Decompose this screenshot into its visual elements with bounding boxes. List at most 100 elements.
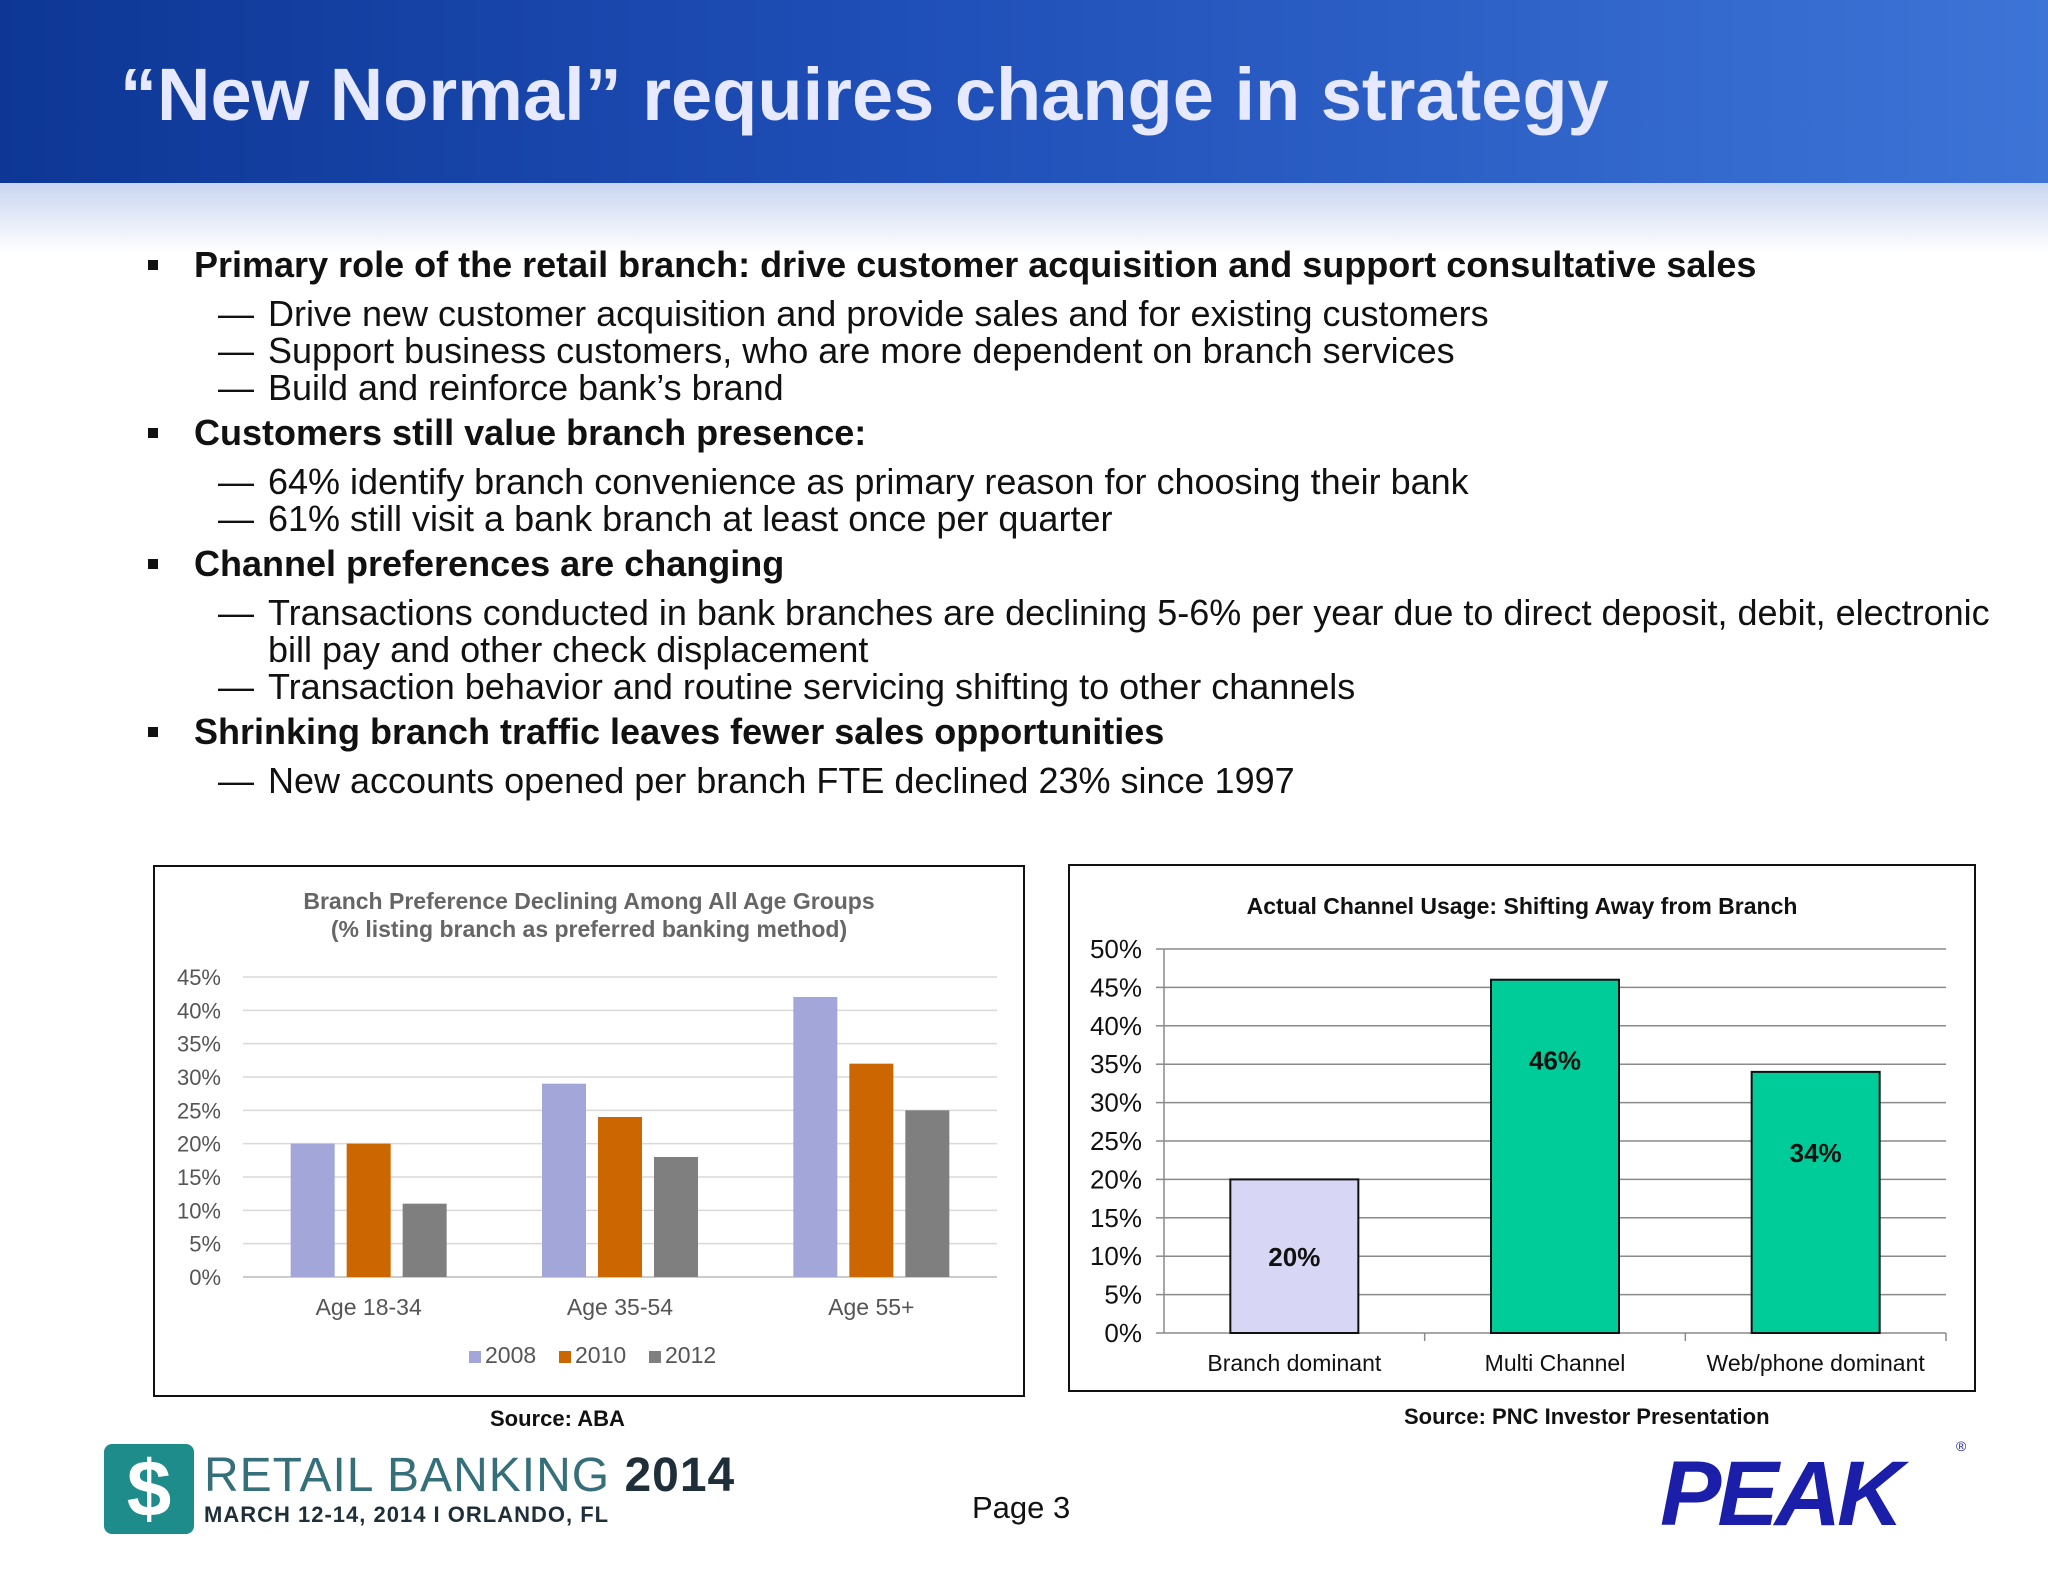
dash-icon: — (218, 293, 254, 334)
dash-icon: — (218, 367, 254, 408)
dash-icon: — (218, 330, 254, 371)
bullet-channel-preferences: Channel preferences are changing (140, 541, 2020, 586)
title-bar-fade (0, 183, 2048, 253)
logo-name-text: RETAIL BANKING (204, 1449, 611, 1502)
bar-2012-age-18-34 (402, 1203, 447, 1277)
x-tick-label: Age 35-54 (567, 1294, 673, 1320)
y-tick-label: 20% (177, 1132, 221, 1157)
y-tick-label: 25% (1090, 1126, 1142, 1156)
bar-2008-age-35-54 (542, 1083, 586, 1277)
sub-bullet: — 61% still visit a bank branch at least … (140, 500, 2020, 537)
bullet-text: Customers still value branch presence: (194, 412, 867, 453)
sub-bullet: — Transactions conducted in bank branches… (140, 594, 2020, 668)
registered-mark: ® (1956, 1438, 1967, 1454)
legend-swatch (469, 1351, 481, 1363)
x-tick-label: Multi Channel (1485, 1350, 1626, 1376)
y-tick-label: 0% (189, 1265, 221, 1290)
bullet-primary-role: Primary role of the retail branch: drive… (140, 242, 2020, 287)
y-tick-label: 10% (1090, 1241, 1142, 1271)
sub-bullet-text: Build and reinforce bank’s brand (268, 367, 784, 408)
square-bullet-icon (148, 260, 158, 270)
sub-bullet-text: Support business customers, who are more… (268, 330, 1455, 371)
data-label: 46% (1529, 1046, 1581, 1076)
dash-icon: — (218, 760, 254, 801)
peak-logo-text: PEAK (1660, 1443, 1904, 1545)
y-tick-label: 20% (1090, 1164, 1142, 1194)
x-tick-label: Web/phone dominant (1707, 1350, 1926, 1376)
legend-swatch (649, 1351, 661, 1363)
sub-bullet: — Transaction behavior and routine servic… (140, 668, 2020, 705)
sub-bullet-text: Transaction behavior and routine servici… (268, 666, 1356, 707)
bar-2012-age-35-54 (654, 1157, 698, 1277)
y-tick-label: 45% (177, 965, 221, 990)
y-tick-label: 35% (177, 1032, 221, 1057)
sub-bullet: — 64% identify branch convenience as prim… (140, 463, 2020, 500)
y-tick-label: 10% (177, 1198, 221, 1223)
y-tick-label: 5% (189, 1232, 221, 1257)
legend-swatch (559, 1351, 571, 1363)
page-number: Page 3 (972, 1490, 1071, 1525)
y-tick-label: 35% (1090, 1049, 1142, 1079)
source-aba: Source: ABA (490, 1406, 625, 1431)
sub-bullet-text: 64% identify branch convenience as prima… (268, 461, 1469, 502)
dash-icon: — (218, 592, 254, 633)
logo-subtitle: MARCH 12-14, 2014 I ORLANDO, FL (204, 1502, 610, 1527)
legend-label: 2012 (665, 1342, 716, 1368)
branch-preference-chart-svg: Branch Preference Declining Among All Ag… (177, 888, 997, 1368)
dash-icon: — (218, 498, 254, 539)
bar-2012-age-55- (905, 1110, 950, 1277)
dollar-s-icon: $ (104, 1444, 194, 1534)
chart-title: Branch Preference Declining Among All Ag… (303, 888, 874, 914)
dash-icon: — (218, 461, 254, 502)
bar-2008-age-18-34 (290, 1143, 335, 1277)
y-tick-label: 15% (177, 1165, 221, 1190)
bar-2008-age-55- (793, 997, 838, 1277)
y-tick-label: 40% (177, 998, 221, 1023)
square-bullet-icon (148, 428, 158, 438)
bar-multi-channel (1490, 978, 1620, 1334)
peak-logo: PEAK ® (1660, 1420, 1970, 1545)
slide-title: “New Normal” requires change in strategy (120, 53, 1609, 136)
channel-usage-chart: Actual Channel Usage: Shifting Away from… (1068, 864, 1976, 1392)
y-tick-label: 5% (1104, 1280, 1142, 1310)
bullet-text: Shrinking branch traffic leaves fewer sa… (194, 711, 1165, 752)
retail-banking-logo: $ RETAIL BANKING 2014 MARCH 12-14, 2014 … (104, 1444, 734, 1534)
bullet-text: Primary role of the retail branch: drive… (194, 244, 1757, 285)
square-bullet-icon (148, 727, 158, 737)
data-label: 20% (1268, 1242, 1320, 1272)
bar-2010-age-55- (849, 1063, 894, 1277)
title-bar (0, 0, 2048, 183)
y-tick-label: 40% (1090, 1011, 1142, 1041)
chart-subtitle: (% listing branch as preferred banking m… (331, 916, 847, 942)
sub-bullet: — Drive new customer acquisition and prov… (140, 295, 2020, 332)
bar-2010-age-35-54 (598, 1117, 642, 1277)
y-tick-label: 30% (1090, 1088, 1142, 1118)
data-label: 34% (1790, 1138, 1842, 1168)
y-tick-label: 15% (1090, 1203, 1142, 1233)
sub-bullet-text: 61% still visit a bank branch at least o… (268, 498, 1113, 539)
sub-bullet: — Support business customers, who are mor… (140, 332, 2020, 369)
y-tick-label: 25% (177, 1098, 221, 1123)
chart-title: Actual Channel Usage: Shifting Away from… (1247, 893, 1798, 919)
logo-name: RETAIL BANKING 2014 (204, 1448, 735, 1503)
sub-bullet-text: New accounts opened per branch FTE decli… (268, 760, 1295, 801)
source-pnc: Source: PNC Investor Presentation (1404, 1404, 1770, 1429)
bullet-branch-presence: Customers still value branch presence: (140, 410, 2020, 455)
bar-branch-dominant (1229, 1178, 1360, 1334)
x-tick-label: Age 55+ (828, 1294, 914, 1320)
bullet-text: Channel preferences are changing (194, 543, 785, 584)
bar-2010-age-18-34 (346, 1143, 391, 1277)
logo-year: 2014 (624, 1449, 736, 1502)
dash-icon: — (218, 666, 254, 707)
sub-bullet: — Build and reinforce bank’s brand (140, 369, 2020, 406)
bar-web-phone-dominant (1750, 1070, 1881, 1334)
bullet-list: Primary role of the retail branch: drive… (140, 238, 2020, 799)
channel-usage-chart-svg: Actual Channel Usage: Shifting Away from… (1090, 893, 1947, 1376)
sub-bullet-text: Transactions conducted in bank branches … (268, 592, 1990, 670)
legend-label: 2010 (575, 1342, 626, 1368)
bullet-branch-traffic: Shrinking branch traffic leaves fewer sa… (140, 709, 2020, 754)
y-tick-label: 30% (177, 1065, 221, 1090)
sub-bullet-text: Drive new customer acquisition and provi… (268, 293, 1489, 334)
x-tick-label: Age 18-34 (316, 1294, 422, 1320)
y-tick-label: 0% (1104, 1318, 1142, 1348)
